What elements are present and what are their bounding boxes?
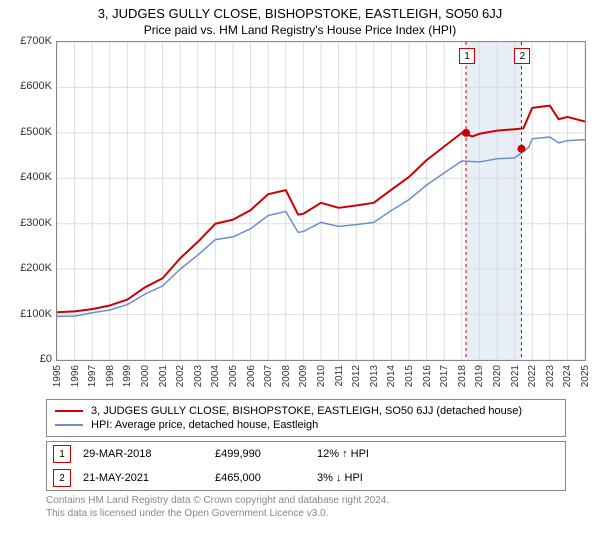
x-tick-label: 2005 bbox=[228, 365, 239, 387]
chart-subtitle: Price paid vs. HM Land Registry's House … bbox=[0, 23, 600, 41]
footer-line-2: This data is licensed under the Open Gov… bbox=[46, 507, 590, 520]
x-tick-label: 2014 bbox=[386, 365, 397, 387]
footer-line-1: Contains HM Land Registry data © Crown c… bbox=[46, 494, 590, 507]
sale-number-box: 2 bbox=[53, 469, 71, 487]
chart-area: £0£100K£200K£300K£400K£500K£600K£700K 12… bbox=[10, 41, 590, 391]
chart-svg bbox=[57, 42, 585, 360]
x-tick-label: 1995 bbox=[52, 365, 63, 387]
x-tick-label: 2004 bbox=[210, 365, 221, 387]
x-tick-label: 1999 bbox=[122, 365, 133, 387]
x-tick-label: 2017 bbox=[439, 365, 450, 387]
x-tick-label: 2020 bbox=[492, 365, 503, 387]
legend-label: HPI: Average price, detached house, East… bbox=[91, 419, 318, 431]
x-tick-label: 2013 bbox=[369, 365, 380, 387]
y-tick-label: £300K bbox=[20, 217, 52, 229]
x-tick-label: 2008 bbox=[281, 365, 292, 387]
x-tick-label: 2010 bbox=[316, 365, 327, 387]
y-tick-label: £400K bbox=[20, 171, 52, 183]
x-tick-label: 2015 bbox=[404, 365, 415, 387]
legend-row: HPI: Average price, detached house, East… bbox=[55, 418, 557, 432]
sale-price: £499,990 bbox=[215, 448, 305, 460]
sale-marker-box: 1 bbox=[459, 48, 475, 64]
sale-number-box: 1 bbox=[53, 445, 71, 463]
sale-price: £465,000 bbox=[215, 472, 305, 484]
y-tick-label: £500K bbox=[20, 126, 52, 138]
x-tick-label: 2007 bbox=[263, 365, 274, 387]
chart-title: 3, JUDGES GULLY CLOSE, BISHOPSTOKE, EAST… bbox=[0, 0, 600, 23]
footer-text: Contains HM Land Registry data © Crown c… bbox=[46, 494, 590, 520]
x-tick-label: 2000 bbox=[140, 365, 151, 387]
x-tick-label: 2023 bbox=[545, 365, 556, 387]
x-tick-label: 2009 bbox=[298, 365, 309, 387]
x-tick-label: 1998 bbox=[105, 365, 116, 387]
sale-hpi: 3% ↓ HPI bbox=[317, 472, 407, 484]
plot-area: 12 bbox=[56, 41, 586, 361]
x-tick-label: 2019 bbox=[474, 365, 485, 387]
x-tick-label: 1997 bbox=[87, 365, 98, 387]
legend-row: 3, JUDGES GULLY CLOSE, BISHOPSTOKE, EAST… bbox=[55, 404, 557, 418]
y-tick-label: £100K bbox=[20, 308, 52, 320]
x-tick-label: 1996 bbox=[70, 365, 81, 387]
y-axis-labels: £0£100K£200K£300K£400K£500K£600K£700K bbox=[10, 41, 54, 361]
legend: 3, JUDGES GULLY CLOSE, BISHOPSTOKE, EAST… bbox=[46, 399, 566, 437]
sale-marker-box: 2 bbox=[514, 48, 530, 64]
sale-date: 29-MAR-2018 bbox=[83, 448, 203, 460]
x-tick-label: 2022 bbox=[527, 365, 538, 387]
x-tick-label: 2002 bbox=[175, 365, 186, 387]
x-tick-label: 2024 bbox=[562, 365, 573, 387]
y-tick-label: £200K bbox=[20, 262, 52, 274]
x-tick-label: 2001 bbox=[158, 365, 169, 387]
x-tick-label: 2025 bbox=[580, 365, 591, 387]
sale-row: 1 29-MAR-2018 £499,990 12% ↑ HPI bbox=[47, 442, 565, 466]
legend-swatch bbox=[55, 410, 83, 412]
x-tick-label: 2021 bbox=[510, 365, 521, 387]
sale-hpi: 12% ↑ HPI bbox=[317, 448, 407, 460]
y-tick-label: £0 bbox=[40, 353, 52, 365]
x-tick-label: 2011 bbox=[334, 365, 345, 387]
x-axis-labels: 1995199619971998199920002001200220032004… bbox=[56, 361, 586, 391]
x-tick-label: 2006 bbox=[246, 365, 257, 387]
x-tick-label: 2016 bbox=[422, 365, 433, 387]
legend-label: 3, JUDGES GULLY CLOSE, BISHOPSTOKE, EAST… bbox=[91, 405, 522, 417]
sale-date: 21-MAY-2021 bbox=[83, 472, 203, 484]
x-tick-label: 2012 bbox=[351, 365, 362, 387]
sales-table: 1 29-MAR-2018 £499,990 12% ↑ HPI 2 21-MAY-202… bbox=[46, 441, 566, 491]
y-tick-label: £600K bbox=[20, 80, 52, 92]
x-tick-label: 2003 bbox=[193, 365, 204, 387]
y-tick-label: £700K bbox=[20, 35, 52, 47]
legend-swatch bbox=[55, 424, 83, 426]
sale-row: 2 21-MAY-2021 £465,000 3% ↓ HPI bbox=[47, 466, 565, 490]
x-tick-label: 2018 bbox=[457, 365, 468, 387]
